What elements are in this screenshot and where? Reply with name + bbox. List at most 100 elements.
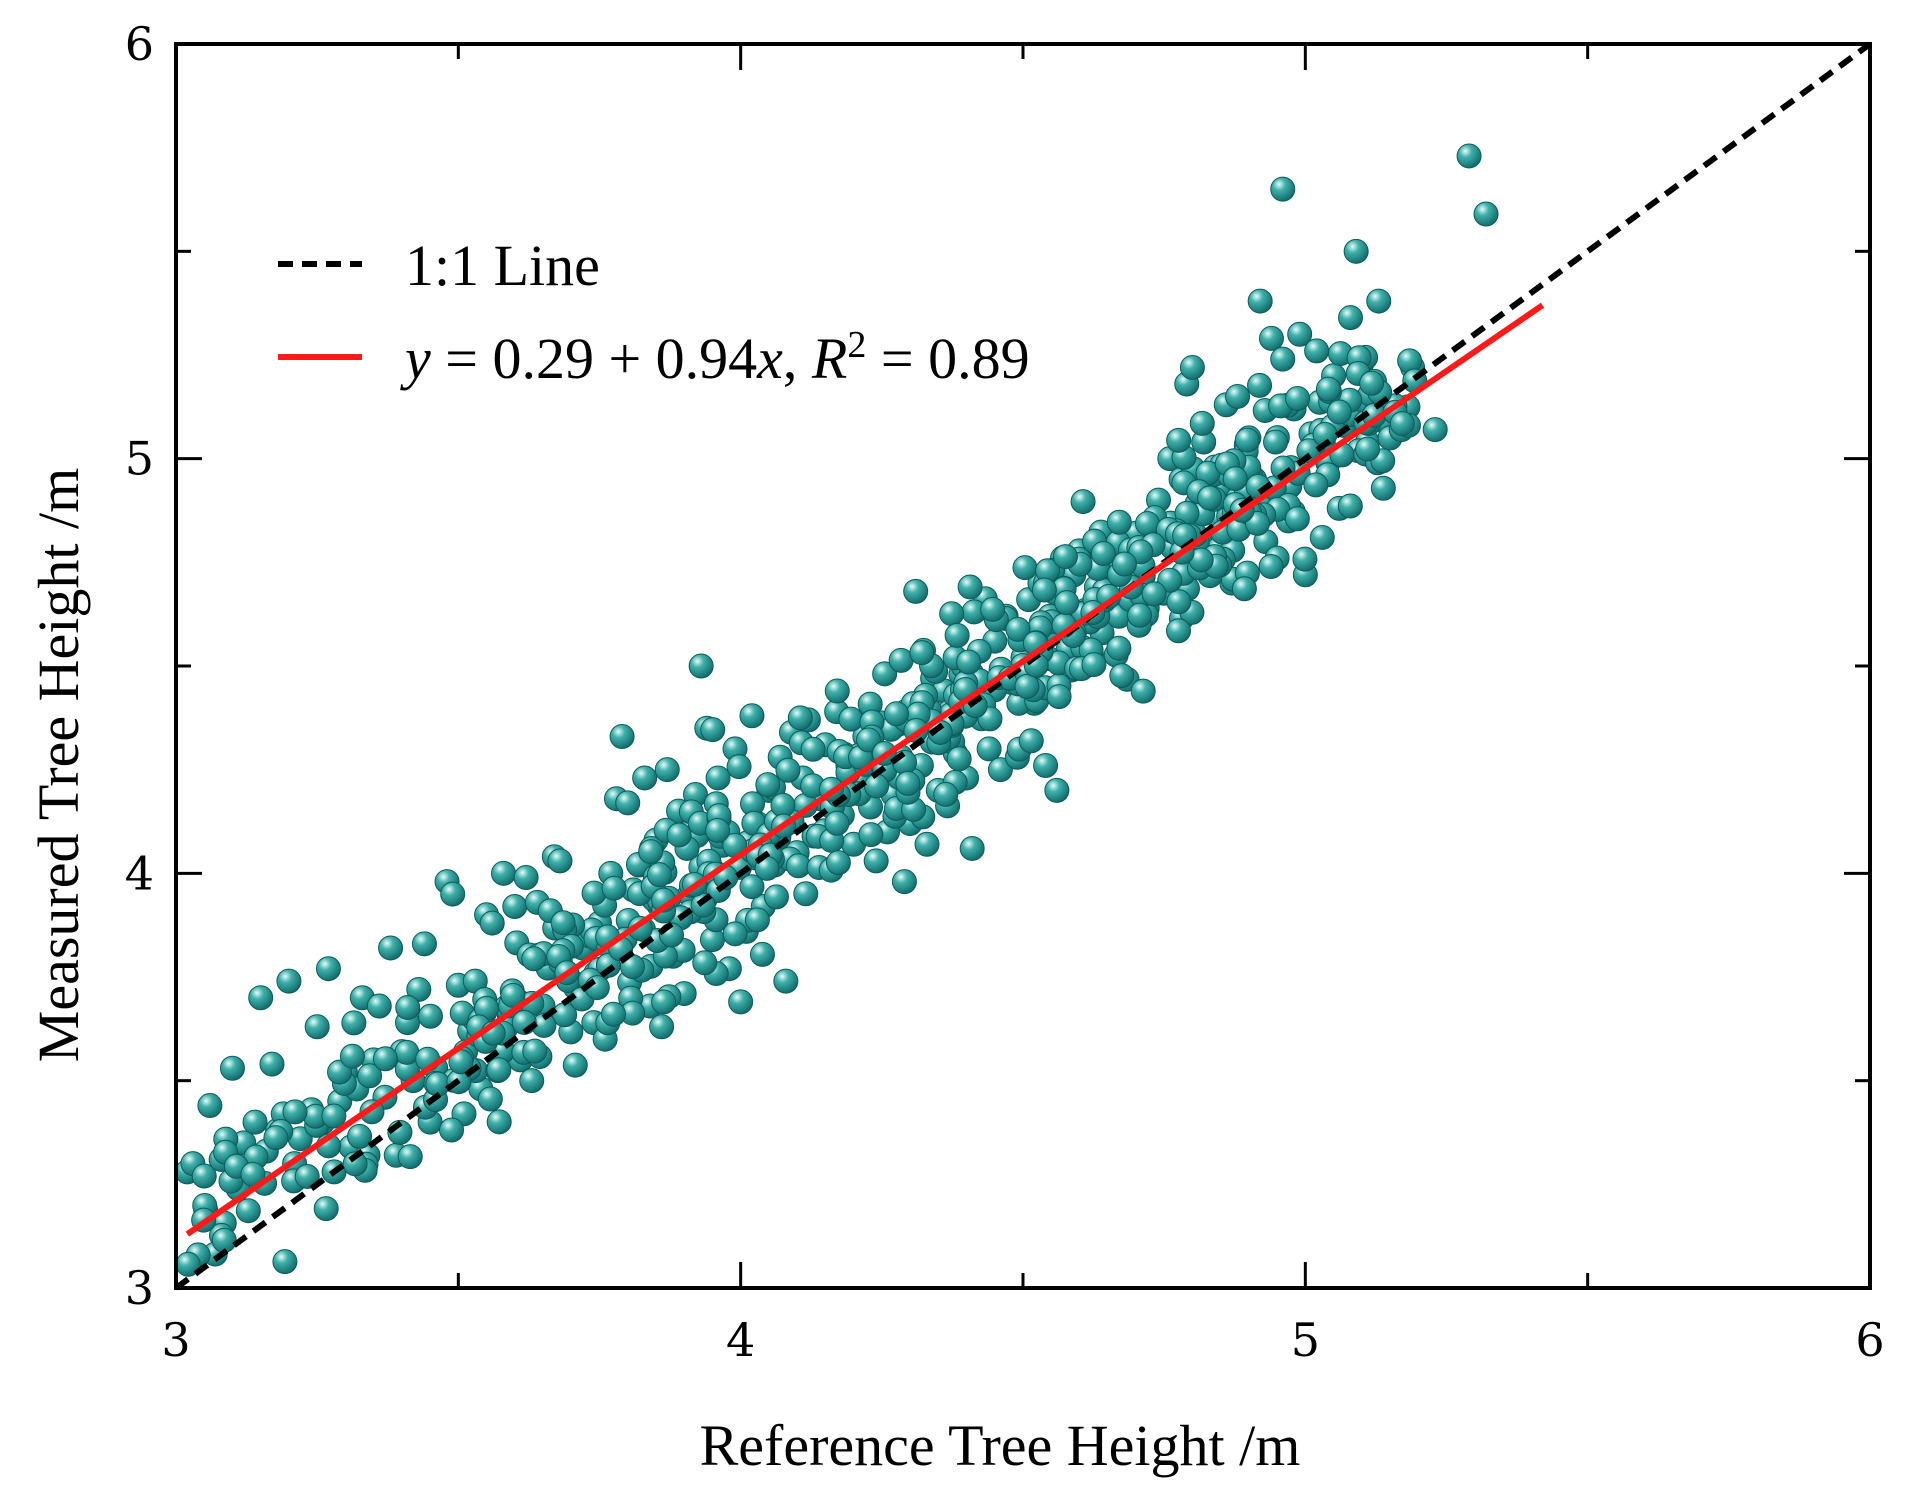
- data-point: [1189, 410, 1215, 436]
- data-point: [1284, 506, 1310, 532]
- data-point: [775, 757, 801, 783]
- data-point: [1179, 354, 1205, 380]
- data-point: [1258, 554, 1284, 580]
- x-tick-label: 4: [726, 1313, 755, 1367]
- x-tick-label: 5: [1291, 1313, 1320, 1367]
- data-point: [1338, 305, 1364, 331]
- data-point: [600, 1001, 626, 1027]
- data-point: [824, 678, 850, 704]
- data-point: [944, 622, 970, 648]
- data-point: [1070, 489, 1096, 515]
- data-point: [726, 754, 752, 780]
- data-point: [1359, 370, 1385, 396]
- data-point: [739, 874, 765, 900]
- data-point: [1225, 383, 1251, 409]
- data-point: [1222, 466, 1248, 492]
- data-point: [197, 1093, 223, 1119]
- data-point: [1366, 288, 1392, 314]
- data-point: [914, 831, 940, 857]
- data-point: [1106, 509, 1132, 535]
- data-point: [513, 864, 539, 890]
- data-point: [1090, 541, 1116, 567]
- x-tick-label: 6: [1855, 1313, 1884, 1367]
- data-point: [1263, 429, 1289, 455]
- data-point: [688, 653, 714, 679]
- data-point: [394, 1039, 420, 1065]
- data-point: [1033, 753, 1059, 779]
- data-point: [1285, 385, 1311, 411]
- data-point: [439, 1117, 465, 1143]
- data-point: [440, 881, 466, 907]
- data-point: [838, 706, 864, 732]
- data-point: [793, 881, 819, 907]
- data-point: [638, 839, 664, 865]
- data-point: [522, 1038, 548, 1064]
- data-point: [744, 907, 770, 933]
- data-point: [705, 817, 731, 843]
- data-point: [1292, 546, 1318, 572]
- data-point: [378, 935, 404, 961]
- reference-lines: [174, 41, 1872, 1291]
- data-point: [502, 894, 528, 920]
- data-point: [1054, 590, 1080, 616]
- data-point: [763, 884, 789, 910]
- data-point: [1134, 511, 1160, 537]
- data-point: [883, 701, 909, 727]
- data-point: [276, 968, 302, 994]
- y-tick-label: 5: [125, 432, 154, 486]
- data-point: [547, 848, 573, 874]
- data-point: [872, 661, 898, 687]
- data-point: [211, 1227, 237, 1253]
- data-point: [304, 1014, 330, 1040]
- data-point: [773, 968, 799, 994]
- data-point: [1270, 346, 1296, 372]
- data-point: [263, 1125, 289, 1151]
- data-point: [248, 985, 274, 1011]
- data-point: [313, 1196, 339, 1222]
- data-point: [519, 1068, 545, 1094]
- data-point: [1303, 472, 1329, 498]
- data-point: [987, 757, 1013, 783]
- data-point: [1355, 436, 1381, 462]
- data-point: [397, 1144, 423, 1170]
- data-point: [242, 1109, 268, 1135]
- data-point: [347, 1123, 373, 1149]
- data-point: [692, 950, 718, 976]
- data-point: [1106, 635, 1132, 661]
- data-point: [728, 989, 754, 1015]
- data-point: [787, 705, 813, 731]
- data-point: [824, 810, 850, 836]
- data-point: [858, 822, 884, 848]
- data-point: [1197, 485, 1223, 511]
- data-point: [1031, 577, 1057, 603]
- data-point: [219, 1055, 245, 1081]
- data-point: [1337, 493, 1363, 519]
- data-point: [939, 601, 965, 627]
- data-point: [294, 1163, 320, 1189]
- data-point: [891, 869, 917, 895]
- data-point: [1370, 475, 1396, 501]
- legend-identity-label: 1:1 Line: [405, 233, 600, 298]
- data-point: [933, 781, 959, 807]
- data-point: [411, 931, 437, 957]
- data-point: [895, 770, 921, 796]
- data-point: [946, 746, 972, 772]
- data-point: [339, 1043, 365, 1069]
- data-point: [1127, 602, 1153, 628]
- data-point: [601, 875, 627, 901]
- data-point: [479, 910, 505, 936]
- data-point: [366, 993, 392, 1019]
- data-point: [1304, 338, 1330, 364]
- data-point: [666, 822, 692, 848]
- data-point: [1231, 576, 1257, 602]
- data-point: [1111, 551, 1137, 577]
- data-point: [406, 976, 432, 1002]
- y-axis-title: Measured Tree Height /m: [26, 468, 91, 1062]
- y-tick-label: 6: [125, 17, 154, 71]
- data-point: [1044, 777, 1070, 803]
- data-point: [1165, 618, 1191, 644]
- data-point: [357, 1063, 383, 1089]
- data-point: [1389, 411, 1415, 437]
- x-tick-label: 3: [161, 1313, 190, 1367]
